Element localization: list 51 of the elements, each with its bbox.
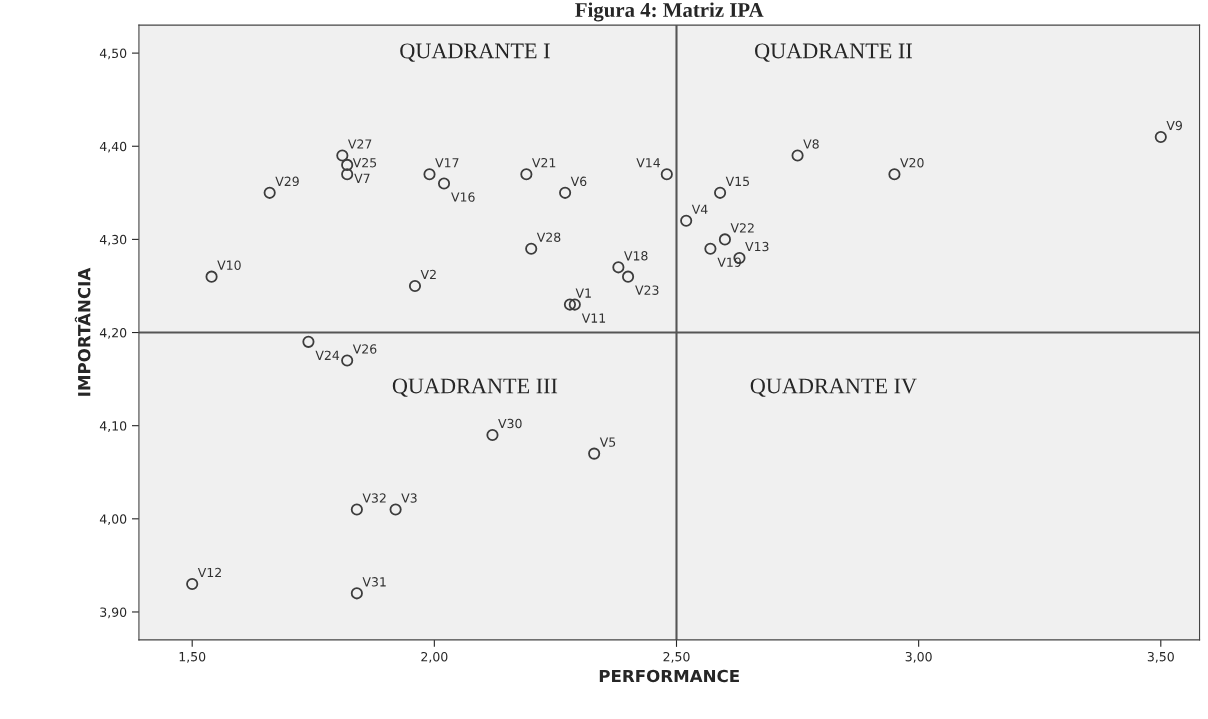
annotation: V19: [717, 257, 741, 267]
y-tick-label: 4,00: [99, 514, 127, 526]
annotation: V26: [352, 344, 377, 354]
annotation: V7: [354, 173, 370, 183]
y-tick-label: 4,50: [99, 48, 127, 60]
annotation: QUADRANTE II: [755, 43, 912, 62]
annotation: V15: [725, 176, 749, 187]
annotation: V17: [435, 158, 459, 168]
annotation: V11: [581, 313, 606, 323]
annotation: V22: [730, 223, 754, 233]
annotation: V25: [352, 157, 377, 168]
annotation: V9: [1166, 120, 1182, 131]
annotation: V30: [498, 418, 522, 429]
annotation: V23: [635, 285, 659, 295]
y-tick-label: 4,30: [99, 234, 127, 246]
annotation: V10: [217, 260, 241, 270]
annotation: V5: [599, 437, 616, 447]
annotation: QUADRANTE I: [400, 43, 550, 62]
annotation: V8: [803, 139, 819, 149]
annotation: V16: [451, 192, 475, 202]
x-tick-label: 1,50: [179, 651, 206, 663]
annotation: V29: [275, 176, 299, 187]
y-tick-label: 4,20: [99, 328, 127, 339]
x-tick-label: 2,00: [421, 651, 448, 663]
annotation: QUADRANTE IV: [750, 378, 917, 397]
annotation: V6: [570, 176, 587, 187]
y-tick-label: 4,40: [99, 141, 127, 153]
annotation: V24: [315, 350, 340, 360]
annotation: V18: [624, 251, 648, 261]
annotation: V27: [347, 139, 372, 149]
annotation: V31: [362, 577, 386, 587]
y-tick-label: 3,90: [100, 607, 127, 619]
annotation: V13: [745, 241, 769, 252]
x-tick-label: 3,50: [1147, 651, 1174, 663]
annotation: V28: [536, 232, 561, 242]
x-tick-label: 3,00: [905, 651, 932, 663]
annotation: V3: [401, 493, 417, 503]
annotation: V32: [362, 493, 386, 503]
y-tick-label: 4,10: [99, 421, 127, 432]
annotation: V2: [420, 269, 436, 280]
annotation: V14: [636, 158, 661, 168]
y-axis-title: IMPORTÂNCIA: [74, 267, 91, 396]
annotation: V4: [691, 204, 708, 214]
x-tick-label: 2,50: [663, 651, 690, 663]
annotation: V12: [197, 567, 221, 578]
annotation: V21: [532, 157, 556, 168]
annotation: QUADRANTE III: [392, 378, 558, 397]
x-axis-title: PERFORMANCE: [599, 669, 739, 683]
annotation: V20: [900, 157, 924, 168]
annotation: V1: [575, 288, 591, 298]
chart-title: Figura 4: Matriz IPA: [575, 2, 764, 22]
